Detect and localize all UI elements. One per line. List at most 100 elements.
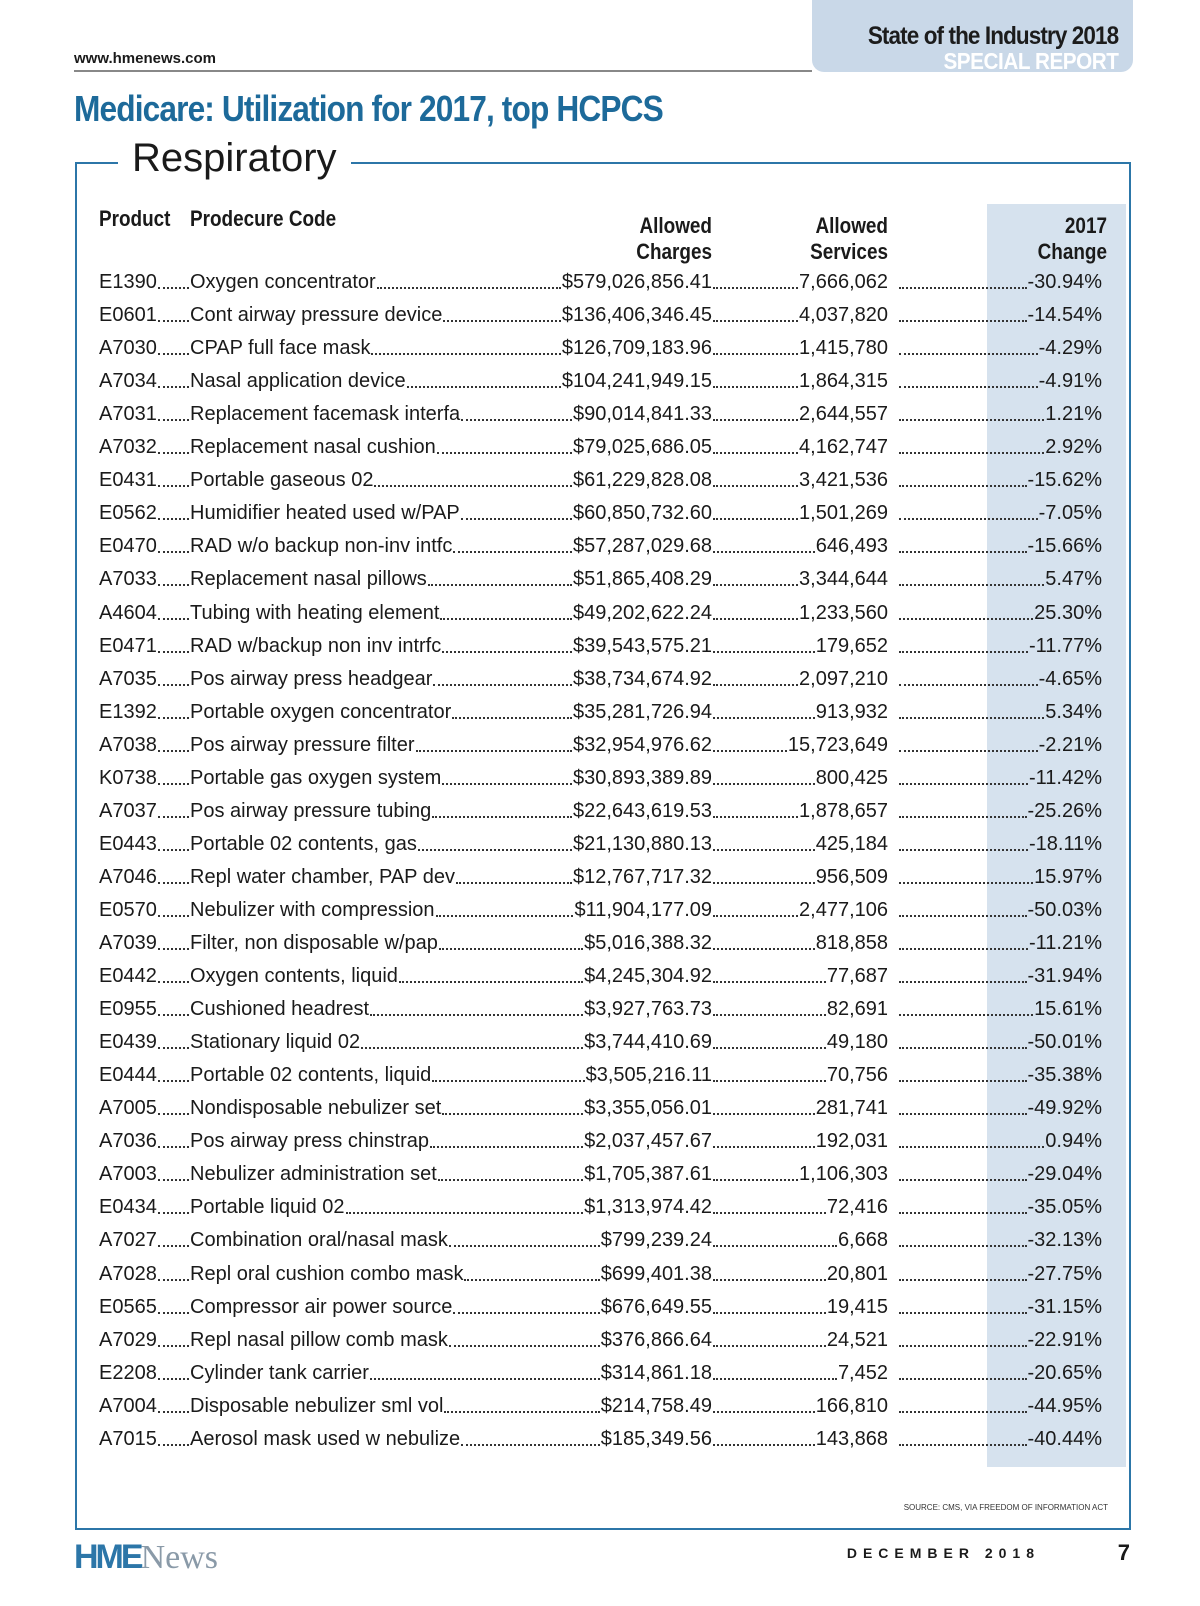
product-name: RAD w/o backup non-inv intfc xyxy=(190,535,453,558)
change-cell: -20.65% xyxy=(888,1361,1102,1385)
allowed-charges: $51,865,408.29 xyxy=(572,568,712,591)
dot-leader xyxy=(713,815,799,818)
dot-leader xyxy=(713,1014,826,1017)
dot-leader xyxy=(448,1245,600,1248)
dot-leader xyxy=(713,650,815,653)
dot-leader xyxy=(713,1113,815,1116)
change-2017: 5.47% xyxy=(1045,568,1102,591)
dot-leader xyxy=(157,320,189,323)
dot-leader xyxy=(713,1047,826,1050)
hcpcs-code: A7038 xyxy=(99,733,157,756)
product-cell: Nondisposable nebulizer set $3,355,056.01 xyxy=(190,1096,712,1120)
hcpcs-code: E0443 xyxy=(99,832,157,855)
url: www.hmenews.com xyxy=(74,50,216,67)
table-row: A7035 Pos airway press headgear $38,734,67… xyxy=(99,661,1102,691)
change-2017: 15.61% xyxy=(1034,998,1102,1021)
table-row: A7003 Nebulizer administration set $1,705,… xyxy=(99,1156,1102,1186)
services-cell: 4,037,820 xyxy=(712,303,888,327)
product-cell: Pos airway pressure filter $32,954,976.62 xyxy=(190,733,712,757)
title: Medicare: Utilization for 2017, top HCPC… xyxy=(74,88,664,129)
allowed-charges: $3,927,763.73 xyxy=(584,998,712,1021)
change-2017: 15.97% xyxy=(1034,865,1102,888)
dot-leader xyxy=(157,1311,189,1314)
hcpcs-code: E1390 xyxy=(99,271,157,293)
allowed-charges: $676,649.55 xyxy=(600,1295,712,1318)
dot-leader xyxy=(713,749,787,752)
table-row: A7004 Disposable nebulizer sml vol $214,75… xyxy=(99,1388,1102,1418)
code-cell: A7046 xyxy=(99,865,190,889)
dot-leader xyxy=(415,749,572,752)
allowed-services: 49,180 xyxy=(826,1031,888,1054)
dot-leader xyxy=(713,716,815,719)
allowed-services: 3,421,536 xyxy=(799,469,888,492)
code-cell: A7038 xyxy=(99,733,190,757)
allowed-services: 15,723,649 xyxy=(787,733,888,756)
code-cell: A7033 xyxy=(99,567,190,591)
code-cell: A7003 xyxy=(99,1162,190,1186)
dot-leader xyxy=(157,551,189,554)
dot-leader xyxy=(899,1311,1027,1314)
table-row: A7015 Aerosol mask used w nebulize $185,34… xyxy=(99,1421,1102,1451)
dot-leader xyxy=(899,551,1027,554)
hcpcs-code: A7003 xyxy=(99,1163,157,1186)
services-cell: 77,687 xyxy=(712,964,888,988)
allowed-charges: $799,239.24 xyxy=(600,1229,712,1252)
dot-leader xyxy=(899,617,1034,620)
dot-leader xyxy=(713,386,799,389)
dot-leader xyxy=(713,1278,826,1281)
table-row: E0601 Cont airway pressure device $136,406… xyxy=(99,297,1102,327)
product-cell: Portable liquid 02 $1,313,974.42 xyxy=(190,1195,712,1219)
dot-leader xyxy=(899,1146,1045,1149)
table-row: E0470 RAD w/o backup non-inv intfc $57,287… xyxy=(99,528,1102,558)
services-cell: 19,415 xyxy=(712,1295,888,1319)
change-2017: -35.05% xyxy=(1027,1196,1103,1219)
hcpcs-code: A7029 xyxy=(99,1328,157,1351)
product-name: Portable gas oxygen system xyxy=(190,766,442,789)
services-cell: 70,756 xyxy=(712,1063,888,1087)
change-2017: -31.94% xyxy=(1027,965,1103,988)
change-2017: -15.62% xyxy=(1027,469,1103,492)
product-cell: Oxygen contents, liquid $4,245,304.92 xyxy=(190,964,712,988)
allowed-services: 1,878,657 xyxy=(799,799,888,822)
dot-leader xyxy=(461,419,572,422)
table-row: E0439 Stationary liquid 02 $3,744,410.69 49… xyxy=(99,1024,1102,1054)
product-cell: Replacement nasal pillows $51,865,408.29 xyxy=(190,567,712,591)
dot-leader xyxy=(157,1377,189,1380)
change-cell: -11.42% xyxy=(888,766,1102,790)
change-2017: -29.04% xyxy=(1027,1163,1103,1186)
allowed-charges: $4,245,304.92 xyxy=(584,965,712,988)
change-2017: -4.91% xyxy=(1038,370,1102,393)
product-cell: Compressor air power source $676,649.55 xyxy=(190,1295,712,1319)
product-name: Compressor air power source xyxy=(190,1295,453,1318)
dot-leader xyxy=(157,1146,189,1149)
change-column-shade xyxy=(987,204,1126,1467)
product-cell: RAD w/o backup non-inv intfc $57,287,029.… xyxy=(190,534,712,558)
table-row: E0443 Portable 02 contents, gas $21,130,88… xyxy=(99,826,1102,856)
allowed-services: 3,344,644 xyxy=(799,568,888,591)
product-cell: Nebulizer with compression $11,904,177.09 xyxy=(190,898,712,922)
product-name: Nebulizer administration set xyxy=(190,1163,437,1186)
product-name: Nebulizer with compression xyxy=(190,898,435,921)
code-cell: A7028 xyxy=(99,1262,190,1286)
product-cell: Portable gaseous 02 $61,229,828.08 xyxy=(190,468,712,492)
dot-leader xyxy=(157,584,189,587)
dot-leader xyxy=(713,1245,837,1248)
change-cell: -29.04% xyxy=(888,1162,1102,1186)
product-cell: Pos airway pressure tubing $22,643,619.53 xyxy=(190,799,712,823)
hcpcs-code: A7046 xyxy=(99,865,157,888)
product-name: Replacement nasal cushion xyxy=(190,436,436,459)
dot-leader xyxy=(713,1146,815,1149)
dot-leader xyxy=(398,981,584,984)
product-cell: Disposable nebulizer sml vol $214,758.49 xyxy=(190,1394,712,1418)
services-cell: 7,666,062 xyxy=(712,270,888,294)
product-cell: Aerosol mask used w nebulize $185,349.56 xyxy=(190,1427,712,1451)
product-name: Nondisposable nebulizer set xyxy=(190,1097,442,1120)
dot-leader xyxy=(899,1443,1027,1446)
dot-leader xyxy=(899,683,1038,686)
product-name: Cushioned headrest xyxy=(190,998,370,1021)
product-cell: Repl nasal pillow comb mask $376,866.64 xyxy=(190,1328,712,1352)
product-name: Pos airway press headgear xyxy=(190,667,433,690)
hcpcs-code: E2208 xyxy=(99,1361,157,1384)
change-cell: 2.92% xyxy=(888,435,1102,459)
change-2017: -49.92% xyxy=(1027,1097,1103,1120)
